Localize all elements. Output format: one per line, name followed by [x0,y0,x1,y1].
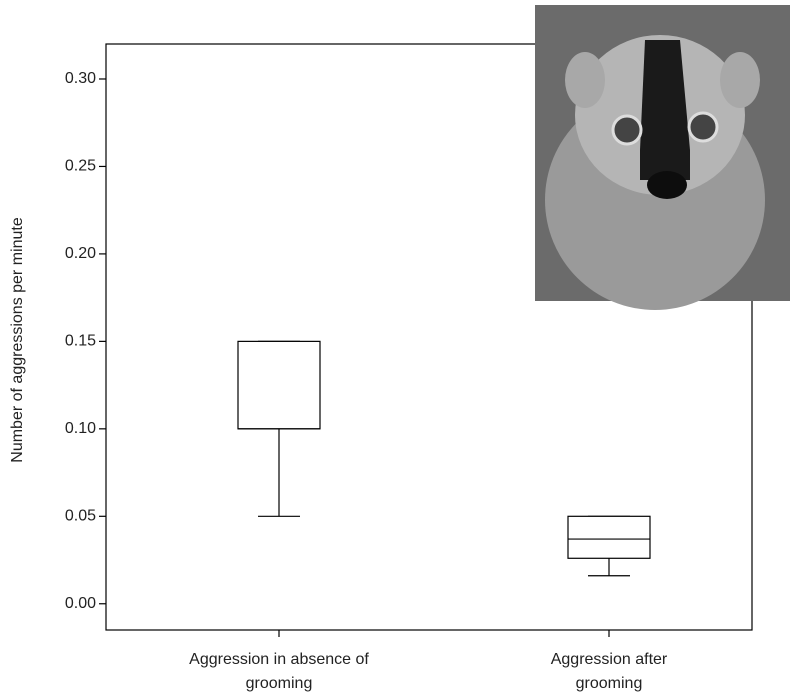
photo-eye [613,116,641,144]
y-tick-label: 0.05 [65,508,96,525]
y-tick-label: 0.25 [65,158,96,175]
y-tick-label: 0.10 [65,420,96,437]
photo-nose [647,171,687,199]
photo-eye [689,113,717,141]
x-tick-label: grooming [246,675,313,692]
photo-ear [565,52,605,108]
x-tick-label: Aggression after [551,651,668,668]
y-axis-label: Number of aggressions per minute [9,217,26,463]
y-tick-label: 0.00 [65,595,96,612]
y-tick-label: 0.20 [65,245,96,262]
x-tick-label: grooming [576,675,643,692]
y-tick-label: 0.15 [65,333,96,350]
photo-ear [720,52,760,108]
box [568,516,650,558]
inset-photo [535,5,790,310]
x-tick-label: Aggression in absence of [189,651,369,668]
chart: Number of aggressions per minute 0.00 0.0… [0,0,790,697]
box [238,341,320,428]
y-tick-label: 0.30 [65,70,96,87]
